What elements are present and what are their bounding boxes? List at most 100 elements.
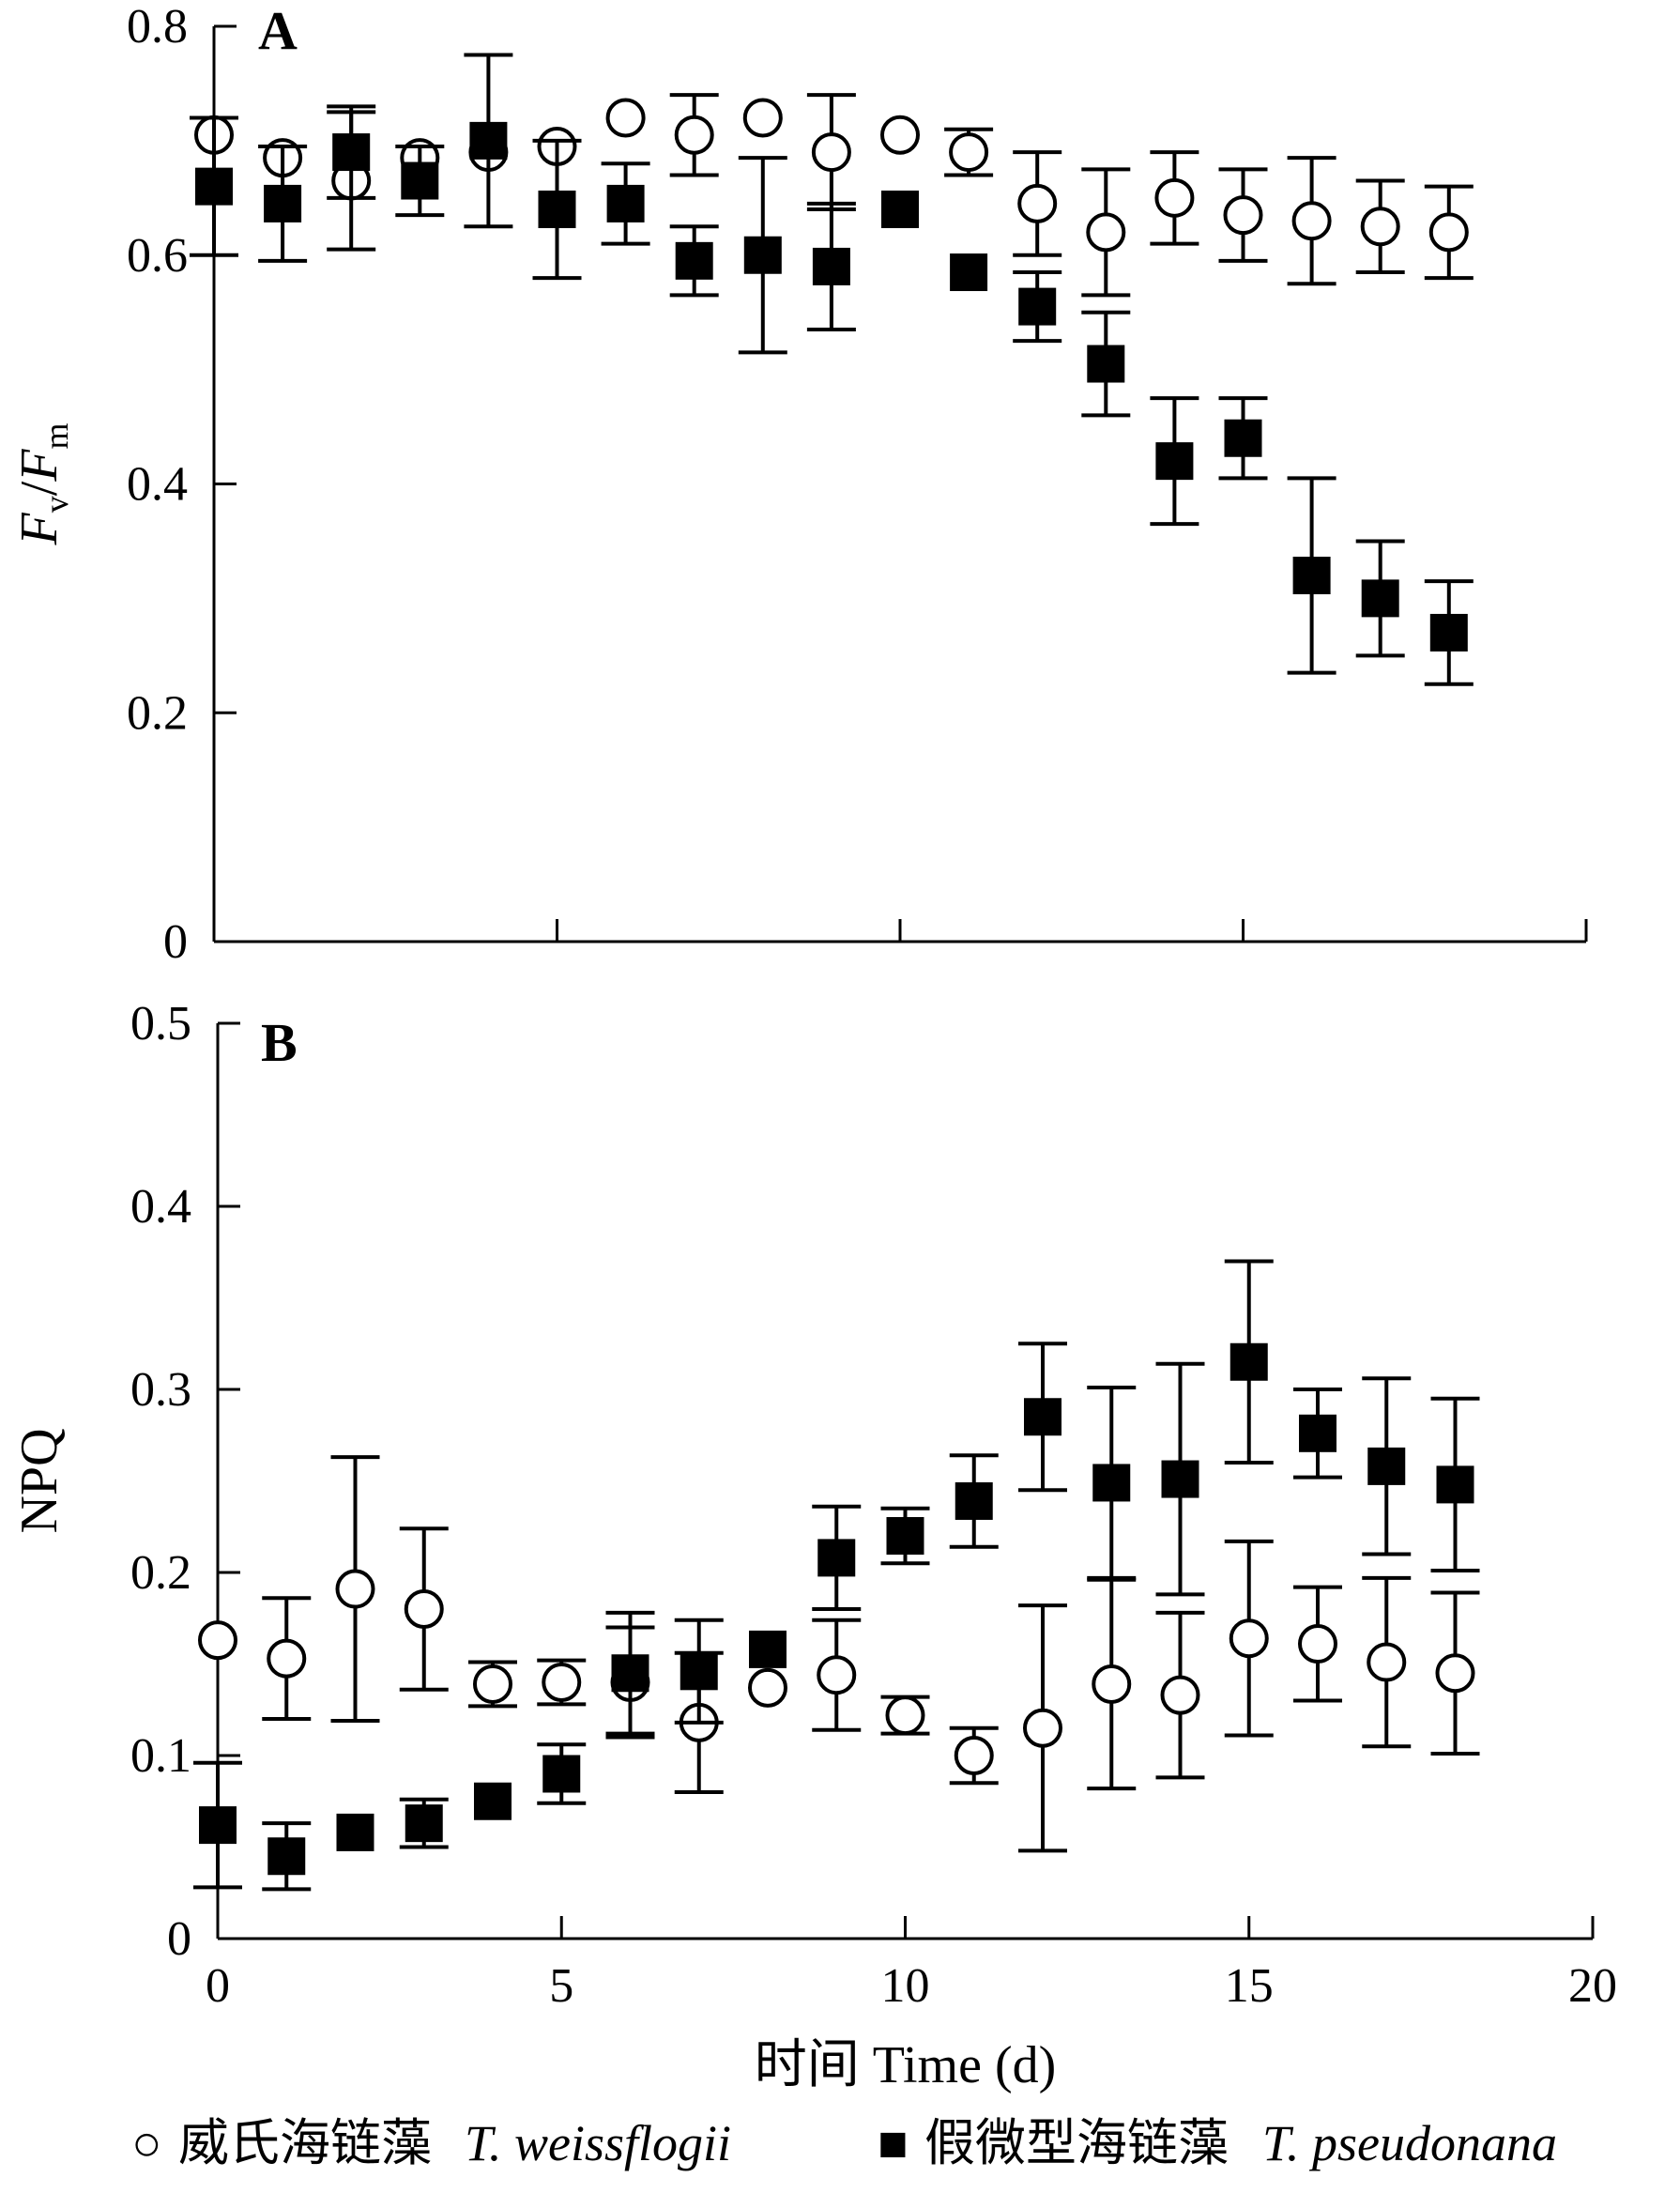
x-tick-label: 0 [206,1959,230,2013]
data-point-square [1436,1465,1474,1504]
data-point-square [1224,419,1262,457]
data-point-square [267,1837,306,1876]
data-point-circle [1435,1653,1475,1694]
data-point-square [881,191,919,228]
data-point-circle [1154,177,1195,218]
data-point-square [675,241,713,280]
data-point-circle [473,1664,512,1704]
legend-circle-symbol: ○ [131,2115,162,2171]
data-point-square [1155,442,1194,481]
y-tick-label: 0.8 [127,0,188,54]
data-point-circle [748,1667,787,1708]
data-point-square [1361,579,1399,618]
legend-label-pseudonana-cn: 假微型海链藻 [924,2115,1229,2171]
x-tick-label: 15 [1225,1959,1274,2013]
data-point-square [332,133,371,172]
data-point-square [1429,613,1468,652]
data-point-square [199,1806,237,1845]
data-point-circle [674,115,714,155]
y-tick-label: 0.4 [130,1180,191,1234]
data-point-square [606,184,645,222]
data-point-square [1024,1398,1061,1436]
data-point-square [1018,287,1057,326]
data-point-circle [954,1736,994,1775]
data-point-circle [1428,212,1469,253]
data-point-circle [1086,212,1126,253]
data-point-circle [885,1695,925,1736]
data-point-circle [1023,1708,1062,1748]
data-point-circle [267,1638,307,1679]
y-tick-label: 0.6 [127,229,188,283]
panel-label: B [261,1012,298,1073]
data-point-circle [1360,207,1400,247]
data-point-circle [198,1620,237,1661]
data-point-circle [605,98,646,138]
y-tick-label: 0.4 [127,458,188,512]
data-point-circle [817,1655,857,1695]
legend: ○ 威氏海链藻 T. weissflogii ■ 假微型海链藻 T. pseud… [131,2115,1557,2171]
data-point-circle [880,115,920,155]
data-point-square [749,1630,787,1668]
data-point-square [542,1755,581,1793]
series-pseudonana [190,53,1474,686]
data-point-circle [1298,1624,1337,1664]
data-point-circle [811,132,851,173]
y-axis-title: Fv/Fm [10,422,75,545]
y-tick-label: 0.5 [130,997,191,1050]
data-point-circle [1017,183,1058,223]
x-axis-title: 时间 Time (d) [755,2036,1057,2094]
series-weissflogii [194,93,1474,298]
data-point-circle [1367,1642,1407,1682]
data-point-square [611,1654,649,1693]
legend-square-symbol: ■ [878,2115,909,2171]
data-point-square [1229,1342,1268,1381]
data-point-circle [1092,1664,1132,1704]
data-point-circle [335,1569,375,1609]
data-point-square [264,184,302,222]
panel-a: 0 0.2 0.4 0.6 0.8 A Fv/Fm [10,0,1588,969]
y-tick-label: 0 [167,1912,191,1966]
y-tick-label: 0.2 [127,686,188,740]
data-point-square [1092,1464,1131,1502]
y-tick-label: 0.1 [130,1729,191,1783]
y-tick-label: 0.2 [130,1546,191,1600]
data-point-square [1292,557,1331,594]
data-point-square [474,1782,512,1820]
x-tick-label: 20 [1568,1959,1617,2013]
data-point-square [950,253,988,292]
series-pseudonana [193,1259,1480,1892]
legend-label-weissflogii-latin: T. weissflogii [465,2115,731,2171]
data-point-square [336,1813,374,1851]
panel-b: 0 0.1 0.2 0.3 0.4 0.5 0 5 10 15 20 B NPQ 时间 Time (d) [10,997,1617,2094]
data-point-circle [404,1589,444,1629]
legend-label-weissflogii-cn: 威氏海链藻 [178,2115,432,2171]
data-point-circle [949,132,989,173]
data-point-square [817,1539,856,1577]
data-point-circle [542,1663,582,1702]
data-point-circle [1291,201,1332,241]
y-tick-label: 0.3 [130,1363,191,1417]
data-point-square [405,1804,443,1843]
data-point-square [812,247,850,285]
x-tick-label: 5 [549,1959,573,2013]
series-weissflogii [198,1455,1480,1853]
data-point-circle [1229,1618,1269,1659]
data-point-square [1087,345,1125,383]
legend-label-pseudonana-latin: T. pseudonana [1262,2115,1557,2171]
data-point-square [1161,1460,1199,1498]
data-point-square [1299,1414,1336,1452]
data-point-square [743,236,782,274]
x-tick-label: 10 [881,1959,930,2013]
data-point-square [195,167,233,206]
data-point-square [955,1481,993,1520]
data-point-circle [1223,195,1263,236]
data-point-square [401,161,439,200]
data-point-square [680,1652,718,1691]
data-point-circle [1160,1675,1200,1715]
data-point-square [886,1517,924,1555]
data-point-circle [742,98,783,138]
y-axis-title: NPQ [10,1428,69,1533]
data-point-square [1367,1447,1406,1485]
y-tick-label: 0 [163,915,188,969]
